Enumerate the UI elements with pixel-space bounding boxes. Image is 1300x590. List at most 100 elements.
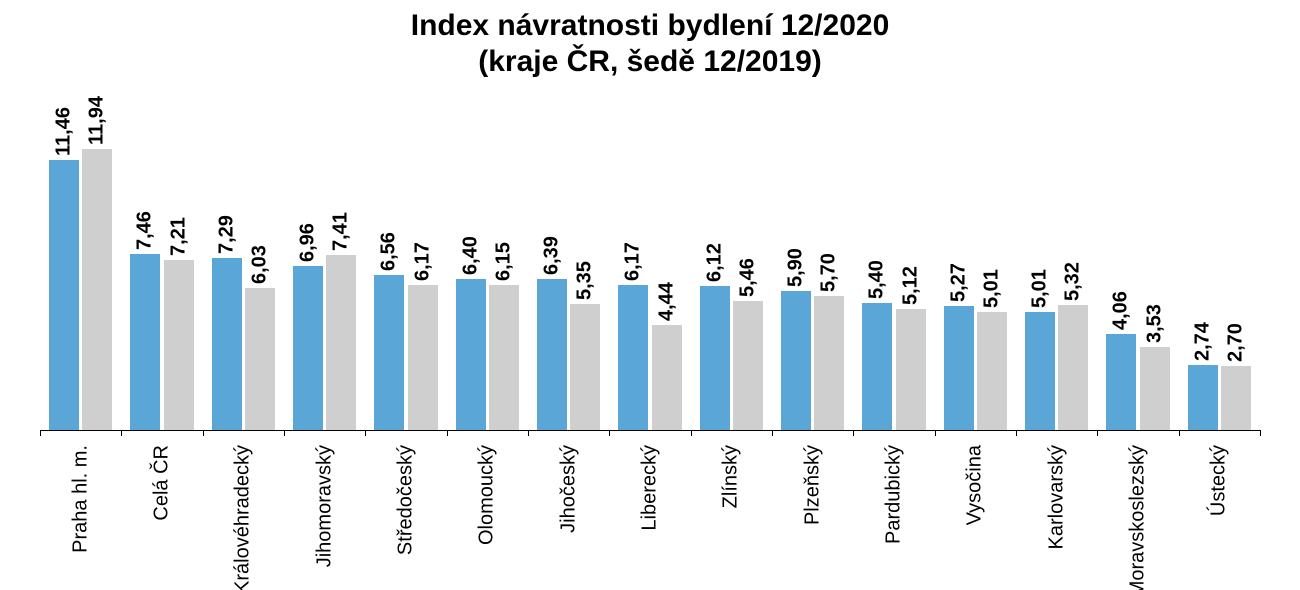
axis-category-label: Jihočeský [557,445,580,533]
axis-tick [447,430,448,436]
axis-tick [284,430,285,436]
axis-tick [935,430,936,436]
bar-current: 6,12 [700,286,730,430]
value-label-previous: 7,41 [330,212,353,255]
value-label-previous: 5,46 [736,258,759,301]
axis-tick [121,430,122,436]
axis-tick [1260,430,1261,436]
chart-title-line2: (kraje ČR, šedě 12/2019) [0,44,1300,80]
value-label-current: 5,27 [947,263,970,306]
value-label-current: 6,39 [541,236,564,279]
value-label-previous: 11,94 [86,96,109,149]
bar-group: 2,742,70 [1188,100,1251,430]
axis-category-label: Ústecký [1208,445,1231,516]
value-label-previous: 6,17 [411,242,434,285]
bar-previous: 6,17 [408,285,438,430]
value-label-previous: 2,70 [1224,323,1247,366]
value-label-previous: 5,70 [818,253,841,296]
value-label-previous: 4,44 [655,282,678,325]
bar-group: 6,566,17 [374,100,437,430]
value-label-previous: 3,53 [1143,304,1166,347]
bar-group: 5,40 5,12 [862,100,925,430]
axis-category-label: Středočeský [395,445,418,555]
bar-previous: 11,94 [82,149,112,430]
axis-category-label: Zlínský [720,445,743,508]
bar-current: 11,46 [49,160,79,430]
value-label-current: 11,46 [53,107,76,160]
axis-tick [1097,430,1098,436]
value-label-current: 5,40 [866,260,889,303]
bar-current: 5,01 [1025,312,1055,430]
axis-category-label: Plzeňský [801,445,824,525]
bar-group: 6,406,15 [456,100,519,430]
bar-previous: 5,12 [896,309,926,430]
axis-category-label: Královéhradecký [232,445,255,590]
value-label-current: 2,74 [1191,322,1214,365]
bar-group: 6,967,41 [293,100,356,430]
bar-group: 7,296,03 [212,100,275,430]
bar-current: 7,29 [212,258,242,430]
axis-tick [1016,430,1017,436]
chart-plot-area: 11,4611,947,467,217,296,036,967,416,566,… [40,100,1260,590]
value-label-current: 7,46 [134,211,157,254]
value-label-current: 5,90 [785,248,808,291]
bar-previous: 5,35 [570,304,600,430]
axis-category-label: Praha hl. m. [69,445,92,553]
bar-group: 6,125,46 [700,100,763,430]
axis-tick [853,430,854,436]
bar-current: 6,40 [456,279,486,430]
axis-category-label: Celá ČR [151,445,174,521]
value-label-current: 6,12 [703,243,726,286]
bar-previous: 4,44 [652,325,682,430]
bar-previous: 3,53 [1140,347,1170,430]
bar-group: 6,174,44 [618,100,681,430]
value-label-previous: 5,32 [1062,262,1085,305]
axis-category-label: Karlovarský [1045,445,1068,549]
axis-tick [1179,430,1180,436]
axis-tick [365,430,366,436]
axis-category-label: Jihomoravský [313,445,336,567]
chart-title-line1: Index návratnosti bydlení 12/2020 [0,8,1300,44]
bar-previous: 6,03 [245,288,275,430]
bar-group: 11,4611,94 [49,100,112,430]
value-label-current: 6,96 [297,223,320,266]
chart-title: Index návratnosti bydlení 12/2020 (kraje… [0,0,1300,80]
bar-current: 5,90 [781,291,811,430]
bar-current: 6,17 [618,285,648,430]
bar-previous: 7,41 [326,255,356,430]
bar-group: 6,395,35 [537,100,600,430]
bar-previous: 5,46 [733,301,763,430]
bar-current: 6,96 [293,266,323,430]
chart-bars-area: 11,4611,947,467,217,296,036,967,416,566,… [40,100,1260,431]
value-label-previous: 6,15 [492,242,515,285]
value-label-previous: 5,12 [899,266,922,309]
bar-group: 5,905,70 [781,100,844,430]
axis-tick [203,430,204,436]
bar-current: 5,27 [944,306,974,430]
value-label-previous: 5,35 [574,261,597,304]
value-label-previous: 6,03 [248,245,271,288]
axis-category-label: Olomoucký [476,445,499,545]
bar-current: 6,39 [537,279,567,430]
bar-previous: 7,21 [164,260,194,430]
bar-group: 5,275,01 [944,100,1007,430]
chart-container: Index návratnosti bydlení 12/2020 (kraje… [0,0,1300,590]
value-label-previous: 5,01 [980,269,1003,312]
bar-current: 6,56 [374,275,404,430]
value-label-current: 6,40 [459,236,482,279]
bar-group: 5,01 5,32 [1025,100,1088,430]
bar-current: 4,06 [1106,334,1136,430]
bar-previous: 5,70 [814,296,844,430]
axis-tick [609,430,610,436]
bar-current: 7,46 [130,254,160,430]
axis-tick [691,430,692,436]
bar-group: 4,063,53 [1106,100,1169,430]
bar-current: 2,74 [1188,365,1218,430]
value-label-current: 6,56 [378,232,401,275]
bar-previous: 6,15 [489,285,519,430]
axis-tick [40,430,41,436]
bar-previous: 5,01 [977,312,1007,430]
bar-previous: 2,70 [1221,366,1251,430]
value-label-current: 6,17 [622,242,645,285]
axis-category-label: Vysočina [964,445,987,525]
